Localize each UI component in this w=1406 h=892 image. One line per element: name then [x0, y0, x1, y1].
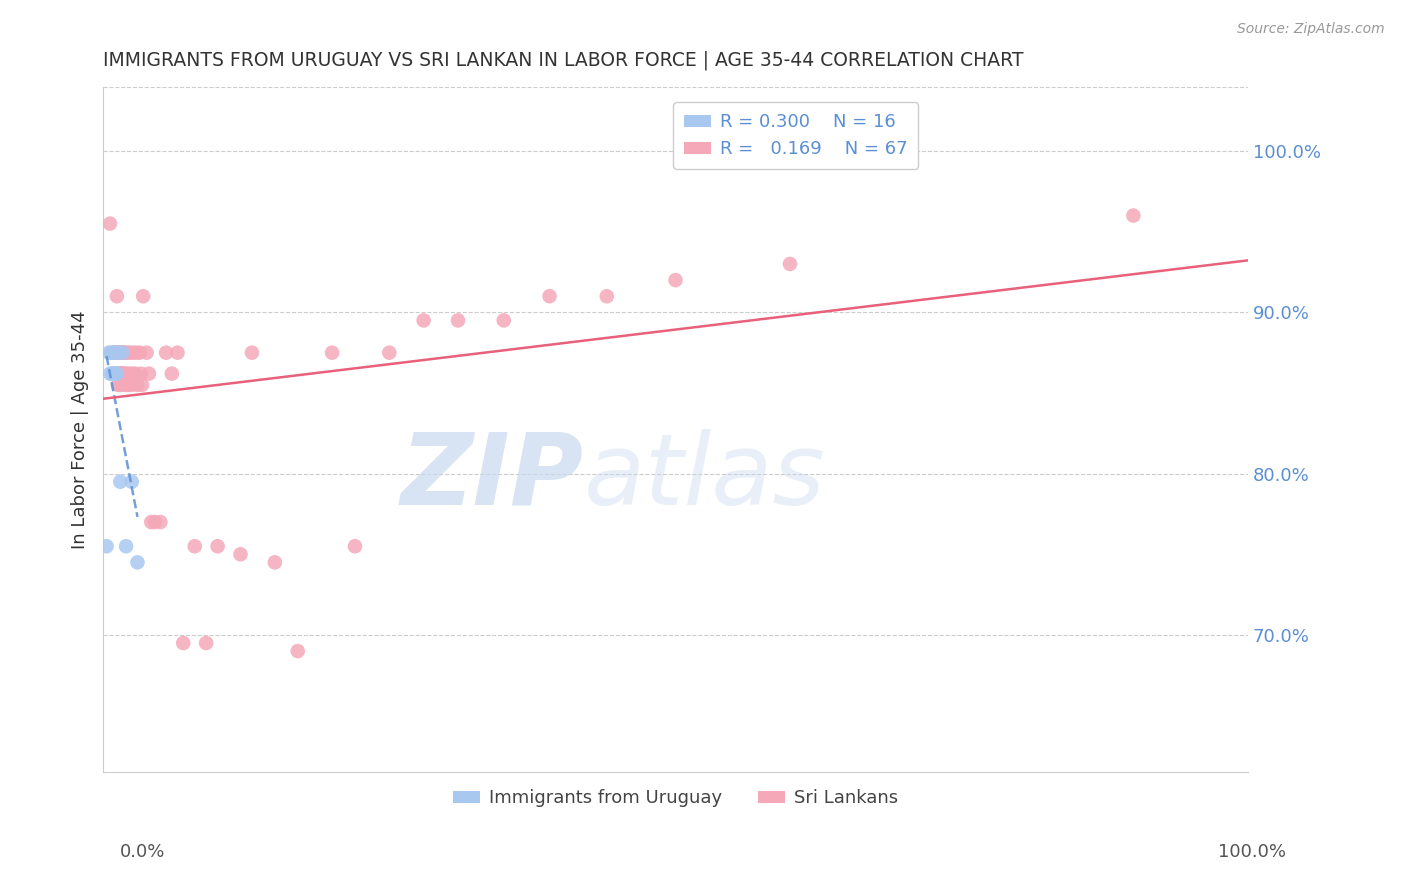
Point: [103, 367, 125, 381]
Point: [110, 345, 132, 359]
Point: [229, 547, 252, 561]
Point: [107, 345, 129, 359]
Point: [263, 555, 285, 569]
Y-axis label: In Labor Force | Age 35-44: In Labor Force | Age 35-44: [72, 310, 89, 549]
Point: [112, 367, 135, 381]
Point: [107, 367, 129, 381]
Point: [412, 313, 434, 327]
Point: [1122, 209, 1144, 223]
Point: [124, 367, 146, 381]
Point: [492, 313, 515, 327]
Point: [138, 367, 160, 381]
Point: [131, 378, 153, 392]
Point: [596, 289, 619, 303]
Point: [108, 367, 131, 381]
Point: [110, 367, 132, 381]
Text: 100.0%: 100.0%: [1219, 843, 1286, 861]
Point: [115, 345, 138, 359]
Point: [105, 289, 128, 303]
Point: [96, 539, 118, 553]
Point: [108, 345, 131, 359]
Text: atlas: atlas: [583, 429, 825, 525]
Point: [98, 217, 121, 231]
Point: [664, 273, 686, 287]
Point: [287, 644, 309, 658]
Point: [155, 345, 177, 359]
Point: [100, 345, 122, 359]
Point: [240, 345, 263, 359]
Point: [107, 345, 129, 359]
Point: [104, 367, 127, 381]
Point: [103, 345, 125, 359]
Point: [447, 313, 470, 327]
Point: [118, 345, 141, 359]
Point: [207, 539, 229, 553]
Point: [183, 539, 205, 553]
Point: [121, 367, 143, 381]
Point: [160, 367, 183, 381]
Point: [103, 345, 125, 359]
Point: [103, 345, 125, 359]
Point: [343, 539, 366, 553]
Point: [110, 475, 132, 489]
Point: [97, 345, 120, 359]
Point: [103, 367, 125, 381]
Point: [110, 378, 132, 392]
Point: [103, 345, 125, 359]
Point: [122, 345, 145, 359]
Text: Source: ZipAtlas.com: Source: ZipAtlas.com: [1237, 22, 1385, 37]
Point: [779, 257, 801, 271]
Point: [321, 345, 343, 359]
Point: [117, 378, 139, 392]
Point: [114, 345, 136, 359]
Point: [132, 289, 155, 303]
Point: [538, 289, 561, 303]
Text: IMMIGRANTS FROM URUGUAY VS SRI LANKAN IN LABOR FORCE | AGE 35-44 CORRELATION CHA: IMMIGRANTS FROM URUGUAY VS SRI LANKAN IN…: [103, 51, 1024, 70]
Point: [101, 367, 124, 381]
Point: [127, 378, 149, 392]
Point: [121, 378, 143, 392]
Point: [105, 367, 128, 381]
Point: [111, 345, 134, 359]
Point: [104, 367, 127, 381]
Point: [117, 367, 139, 381]
Point: [172, 636, 194, 650]
Point: [166, 345, 188, 359]
Legend: Immigrants from Uruguay, Sri Lankans: Immigrants from Uruguay, Sri Lankans: [446, 782, 905, 814]
Point: [141, 515, 163, 529]
Point: [127, 555, 149, 569]
Point: [110, 345, 132, 359]
Point: [115, 367, 138, 381]
Point: [121, 475, 143, 489]
Point: [378, 345, 401, 359]
Point: [104, 345, 127, 359]
Point: [111, 367, 134, 381]
Point: [143, 515, 166, 529]
Point: [112, 345, 135, 359]
Point: [107, 378, 129, 392]
Point: [129, 367, 152, 381]
Point: [111, 345, 134, 359]
Text: 0.0%: 0.0%: [120, 843, 165, 861]
Point: [195, 636, 218, 650]
Point: [115, 539, 138, 553]
Point: [149, 515, 172, 529]
Point: [105, 345, 128, 359]
Point: [103, 367, 125, 381]
Point: [114, 378, 136, 392]
Point: [135, 345, 157, 359]
Point: [128, 345, 150, 359]
Text: ZIP: ZIP: [401, 429, 583, 525]
Point: [98, 367, 121, 381]
Point: [125, 345, 148, 359]
Point: [110, 367, 132, 381]
